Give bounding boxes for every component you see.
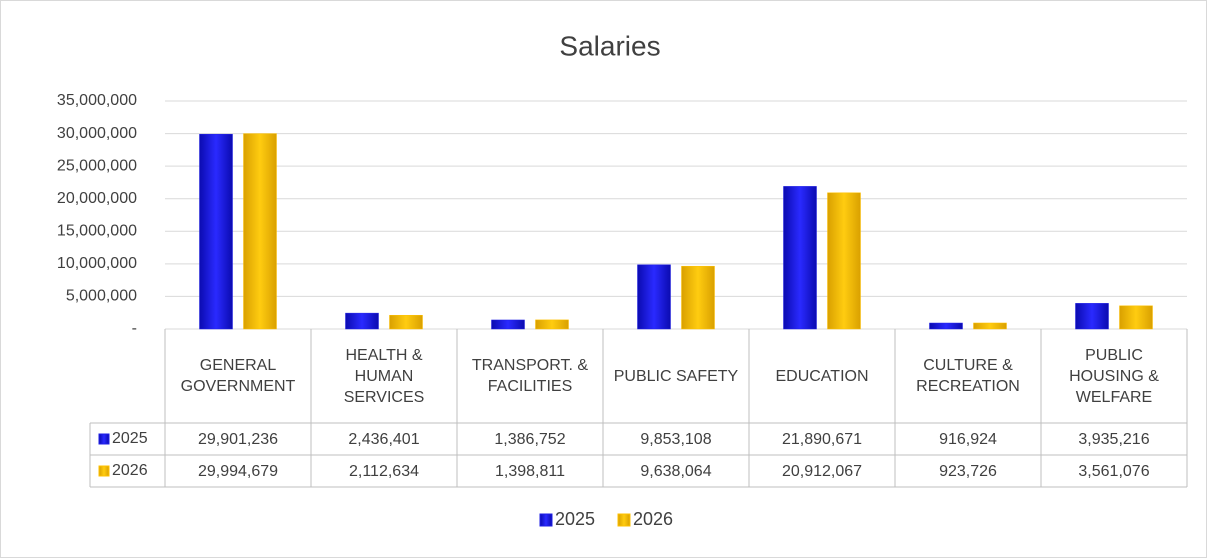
bar bbox=[199, 133, 233, 330]
table-value: 2,436,401 bbox=[348, 430, 420, 448]
y-tick-label: 35,000,000 bbox=[57, 92, 137, 109]
y-tick-label: 10,000,000 bbox=[57, 255, 137, 272]
table-value: 916,924 bbox=[939, 430, 997, 448]
legend-key bbox=[617, 513, 631, 527]
category-label: HEALTH & HUMAN SERVICES bbox=[343, 346, 425, 406]
category-label: GENERAL GOVERNMENT bbox=[180, 357, 296, 395]
bar bbox=[973, 322, 1007, 330]
table-value: 1,398,811 bbox=[495, 462, 565, 480]
category-label: EDUCATION bbox=[775, 367, 869, 385]
chart-title: Salaries bbox=[559, 30, 660, 61]
table-value: 3,561,076 bbox=[1078, 462, 1150, 480]
y-tick-label: 30,000,000 bbox=[57, 125, 137, 142]
table-value: 9,853,108 bbox=[640, 430, 712, 448]
y-tick-label: 20,000,000 bbox=[57, 190, 137, 207]
table-value: 29,994,679 bbox=[197, 462, 279, 480]
table-value: 1,386,752 bbox=[494, 430, 566, 448]
category-label: PUBLIC HOUSING & WELFARE bbox=[1069, 346, 1159, 406]
table-value: 20,912,067 bbox=[781, 462, 863, 480]
table-legend-key bbox=[98, 433, 110, 445]
legend-key bbox=[539, 513, 553, 527]
table-value: 9,638,064 bbox=[640, 462, 712, 480]
bar bbox=[535, 319, 569, 330]
bar bbox=[681, 265, 715, 330]
table-value: 3,935,216 bbox=[1078, 430, 1150, 448]
bar bbox=[389, 314, 423, 330]
legend-label: 2026 bbox=[633, 509, 673, 529]
bar bbox=[637, 264, 671, 330]
table-value: 2,112,634 bbox=[349, 462, 419, 480]
bar bbox=[243, 133, 277, 330]
y-tick-label: 5,000,000 bbox=[66, 288, 137, 305]
category-label: CULTURE & RECREATION bbox=[916, 357, 1020, 395]
category-label: TRANSPORT. & FACILITIES bbox=[471, 357, 589, 395]
y-tick-label: 15,000,000 bbox=[57, 223, 137, 240]
y-tick-label: 25,000,000 bbox=[57, 157, 137, 174]
bar bbox=[1119, 305, 1153, 330]
y-tick-label: - bbox=[132, 320, 137, 337]
table-value: 29,901,236 bbox=[197, 430, 279, 448]
table-value: 21,890,671 bbox=[781, 430, 863, 448]
legend-label: 2025 bbox=[555, 509, 595, 529]
table-value: 923,726 bbox=[939, 462, 997, 480]
bar bbox=[491, 319, 525, 330]
bar bbox=[783, 186, 817, 330]
category-label: PUBLIC SAFETY bbox=[613, 367, 739, 385]
table-legend-key bbox=[98, 465, 110, 477]
bar bbox=[827, 192, 861, 330]
bar bbox=[1075, 303, 1109, 330]
bar bbox=[345, 312, 379, 330]
bar bbox=[929, 322, 963, 330]
table-series-name: 2026 bbox=[112, 462, 148, 479]
table-series-name: 2025 bbox=[112, 430, 148, 447]
